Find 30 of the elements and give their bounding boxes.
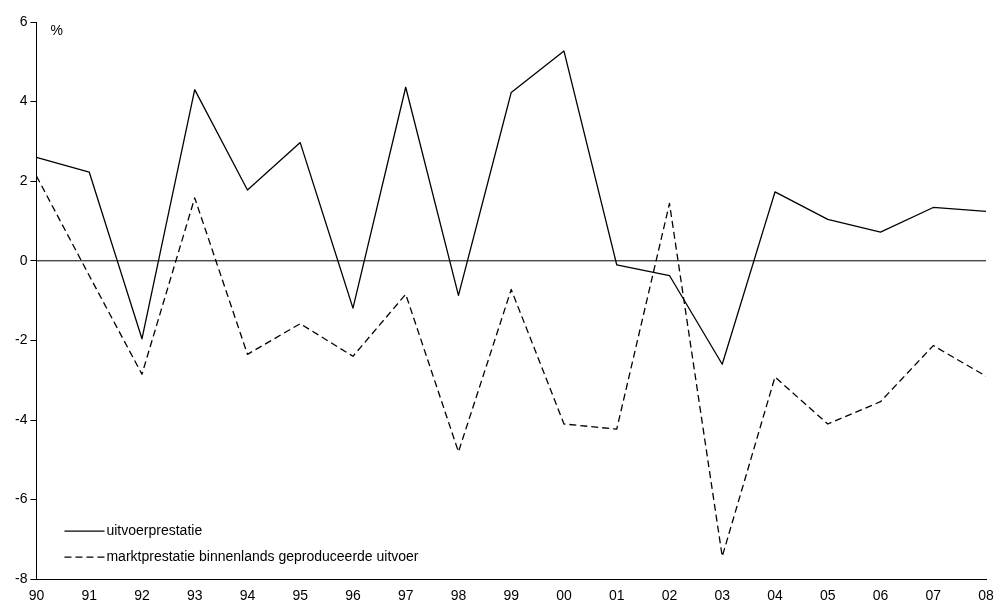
x-tick-label: 95 [292,587,309,604]
x-tick-label: 99 [503,587,520,604]
x-tick-label: 93 [186,587,203,604]
x-tick-label: 96 [345,587,361,604]
x-tick-label: 07 [925,587,942,604]
x-tick-label: 92 [134,587,150,604]
y-tick-label: 4 [19,92,28,109]
legend-label: marktprestatie binnenlands geproduceerde uitvoer [106,548,419,565]
x-tick-label: 04 [767,587,783,604]
x-tick-label: 91 [81,587,98,604]
x-tick-label: 01 [608,587,625,604]
y-axis-title: % [50,21,63,38]
x-tick-label: 02 [661,587,678,604]
x-tick-label: 97 [397,587,414,604]
y-tick-label: -4 [15,410,28,427]
legend-label: uitvoerprestatie [106,522,203,539]
x-tick-label: 90 [28,587,45,604]
x-tick-label: 05 [819,587,836,604]
y-tick-label: 6 [19,12,28,29]
y-tick-label: 2 [19,172,28,189]
x-tick-label: 98 [450,587,467,604]
y-tick-label: -6 [15,490,28,507]
x-tick-label: 94 [239,587,256,604]
x-tick-label: 03 [714,587,731,604]
x-tick-label: 00 [556,587,572,604]
y-tick-label: 0 [19,251,28,268]
y-tick-label: -8 [15,570,28,587]
x-tick-label: 08 [978,587,994,604]
y-tick-label: -2 [15,331,28,348]
x-tick-label: 06 [872,587,889,604]
